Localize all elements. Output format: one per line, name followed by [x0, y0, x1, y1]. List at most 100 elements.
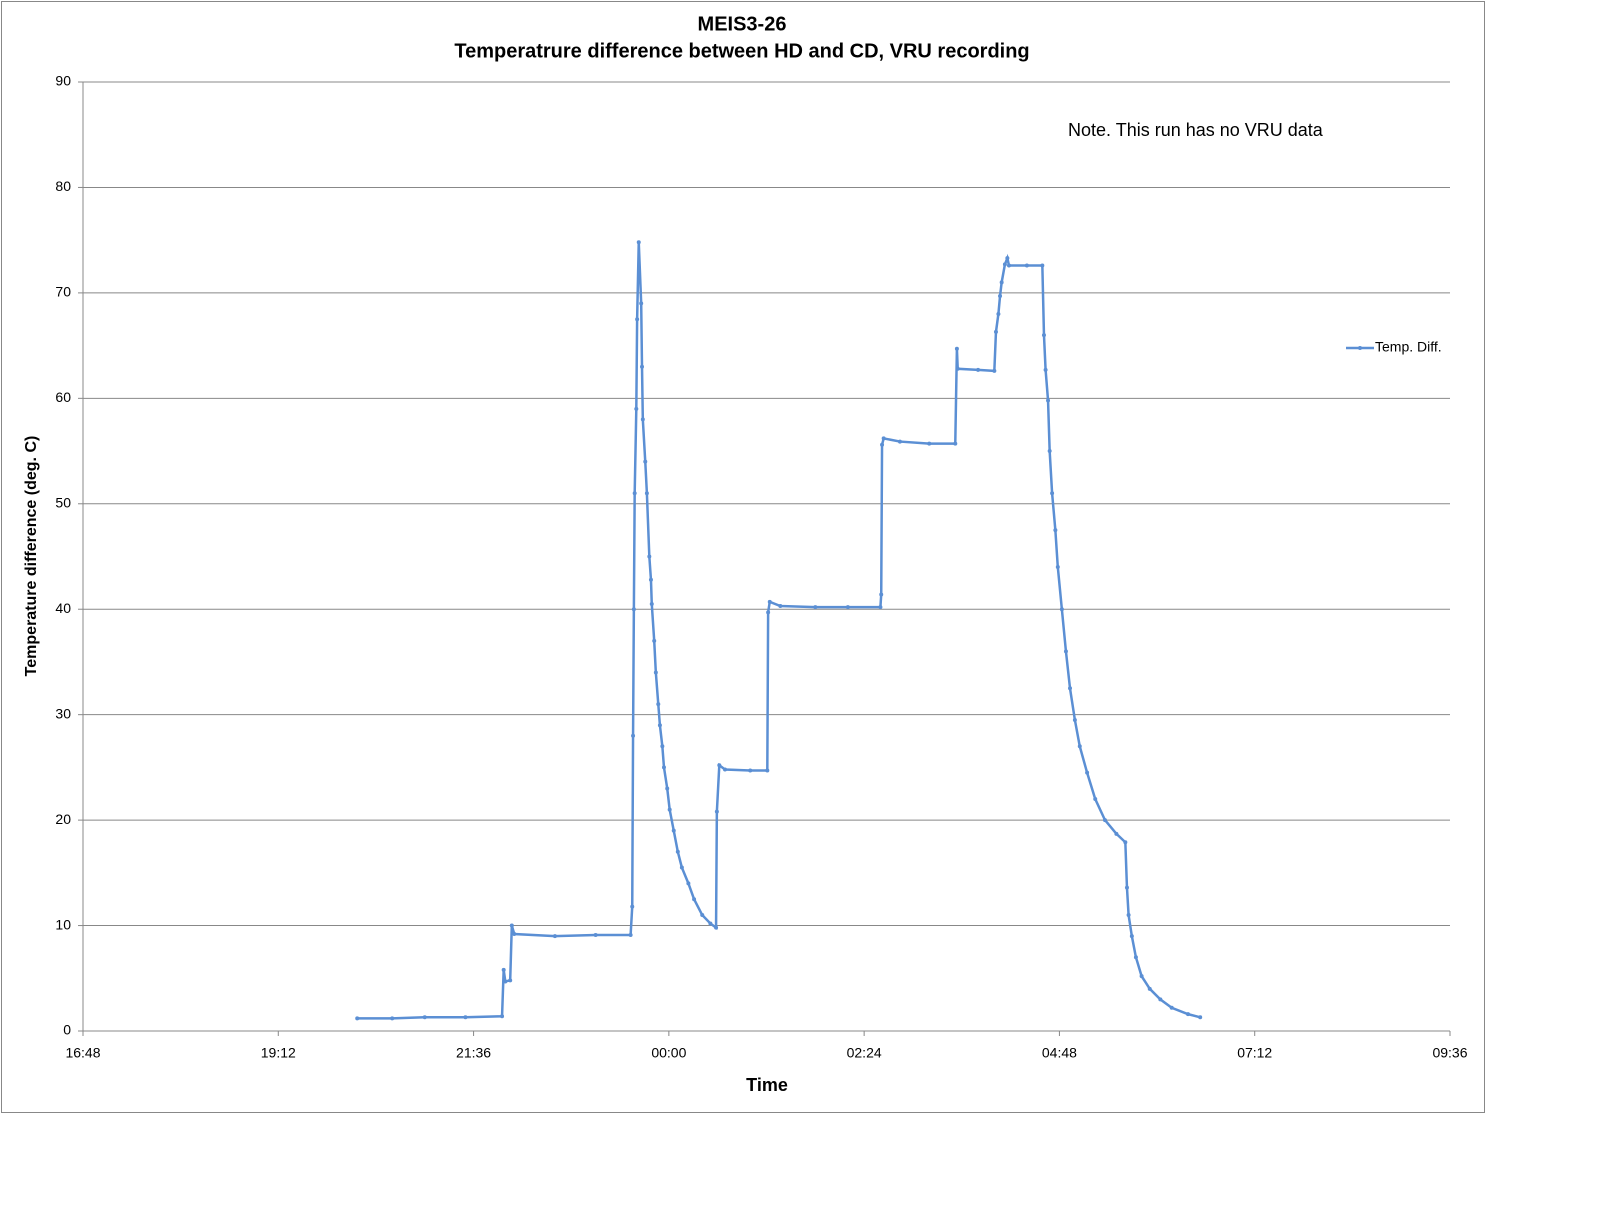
data-point — [644, 491, 649, 496]
data-point — [955, 366, 960, 371]
annotation: Note. This run has no VRU data — [1068, 120, 1324, 140]
data-point — [700, 913, 705, 918]
data-point — [652, 638, 657, 643]
data-point — [648, 577, 653, 582]
data-point — [1139, 974, 1144, 979]
legend-label: Temp. Diff. — [1375, 339, 1442, 355]
data-point — [686, 881, 691, 886]
data-point — [1123, 840, 1128, 845]
y-tick-label: 10 — [55, 916, 71, 932]
data-point — [653, 670, 658, 675]
data-point — [593, 933, 598, 938]
data-point — [1129, 934, 1134, 939]
data-point — [953, 441, 958, 446]
data-point — [976, 367, 981, 372]
data-point — [880, 442, 885, 447]
data-point — [1046, 398, 1051, 403]
data-point — [1114, 831, 1119, 836]
data-point — [679, 865, 684, 870]
data-point — [635, 317, 640, 322]
x-tick-label: 00:00 — [651, 1045, 686, 1061]
data-point — [647, 554, 652, 559]
x-axis-label: Time — [746, 1075, 788, 1095]
data-point — [765, 768, 770, 773]
data-point — [656, 702, 661, 707]
data-point — [992, 368, 997, 373]
x-tick-label: 21:36 — [456, 1045, 491, 1061]
data-point — [660, 744, 665, 749]
data-point — [630, 904, 635, 909]
y-tick-label: 90 — [55, 73, 71, 89]
chart-title: MEIS3-26 — [698, 13, 787, 35]
data-point — [881, 436, 886, 441]
data-point — [640, 364, 645, 369]
data-point — [723, 767, 728, 772]
data-point — [501, 967, 506, 972]
data-point — [717, 763, 722, 768]
data-point — [675, 849, 680, 854]
data-point — [640, 417, 645, 422]
data-point — [661, 765, 666, 770]
data-point — [1041, 333, 1046, 338]
data-point — [667, 807, 672, 812]
data-point — [996, 311, 1001, 316]
data-point — [878, 605, 883, 610]
data-point — [998, 294, 1003, 299]
data-point — [1072, 717, 1077, 722]
data-point — [1102, 818, 1107, 823]
data-point — [1093, 797, 1098, 802]
data-point — [631, 607, 636, 612]
y-tick-label: 60 — [55, 389, 71, 405]
data-point — [766, 610, 771, 615]
data-point — [1169, 1005, 1174, 1010]
y-tick-label: 20 — [55, 811, 71, 827]
x-tick-label: 16:48 — [65, 1045, 100, 1061]
data-point — [657, 723, 662, 728]
data-point — [631, 733, 636, 738]
data-point — [512, 931, 517, 936]
data-point — [1147, 986, 1152, 991]
data-point — [422, 1015, 427, 1020]
x-tick-label: 02:24 — [847, 1045, 882, 1061]
data-point — [1002, 262, 1007, 267]
y-tick-label: 30 — [55, 705, 71, 721]
data-point — [1050, 491, 1055, 496]
data-point — [1040, 263, 1045, 268]
data-point — [390, 1016, 395, 1021]
data-point — [509, 923, 514, 928]
data-point — [636, 240, 641, 245]
x-tick-label: 04:48 — [1042, 1045, 1077, 1061]
data-point — [1077, 744, 1082, 749]
y-tick-label: 80 — [55, 178, 71, 194]
data-point — [634, 406, 639, 411]
data-point — [714, 925, 719, 930]
data-point — [355, 1016, 360, 1021]
data-point — [708, 921, 713, 926]
data-point — [1059, 607, 1064, 612]
data-point — [1133, 955, 1138, 960]
data-point — [1043, 367, 1048, 372]
data-point — [632, 491, 637, 496]
y-axis-label: Temperature difference (deg. C) — [23, 436, 40, 677]
data-point — [649, 601, 654, 606]
data-point — [1198, 1015, 1203, 1020]
data-point — [643, 459, 648, 464]
data-point — [1063, 649, 1068, 654]
data-point — [1126, 913, 1131, 918]
data-point — [845, 605, 850, 610]
data-point — [1006, 263, 1011, 268]
data-point — [748, 768, 753, 773]
data-point — [1158, 997, 1163, 1002]
data-point — [628, 933, 633, 938]
y-tick-label: 40 — [55, 600, 71, 616]
data-point — [1124, 885, 1129, 890]
data-point — [954, 346, 959, 351]
data-point — [993, 329, 998, 334]
x-tick-label: 19:12 — [261, 1045, 296, 1061]
data-point — [897, 439, 902, 444]
x-tick-label: 09:36 — [1432, 1045, 1467, 1061]
data-point — [692, 897, 697, 902]
y-tick-label: 70 — [55, 284, 71, 300]
